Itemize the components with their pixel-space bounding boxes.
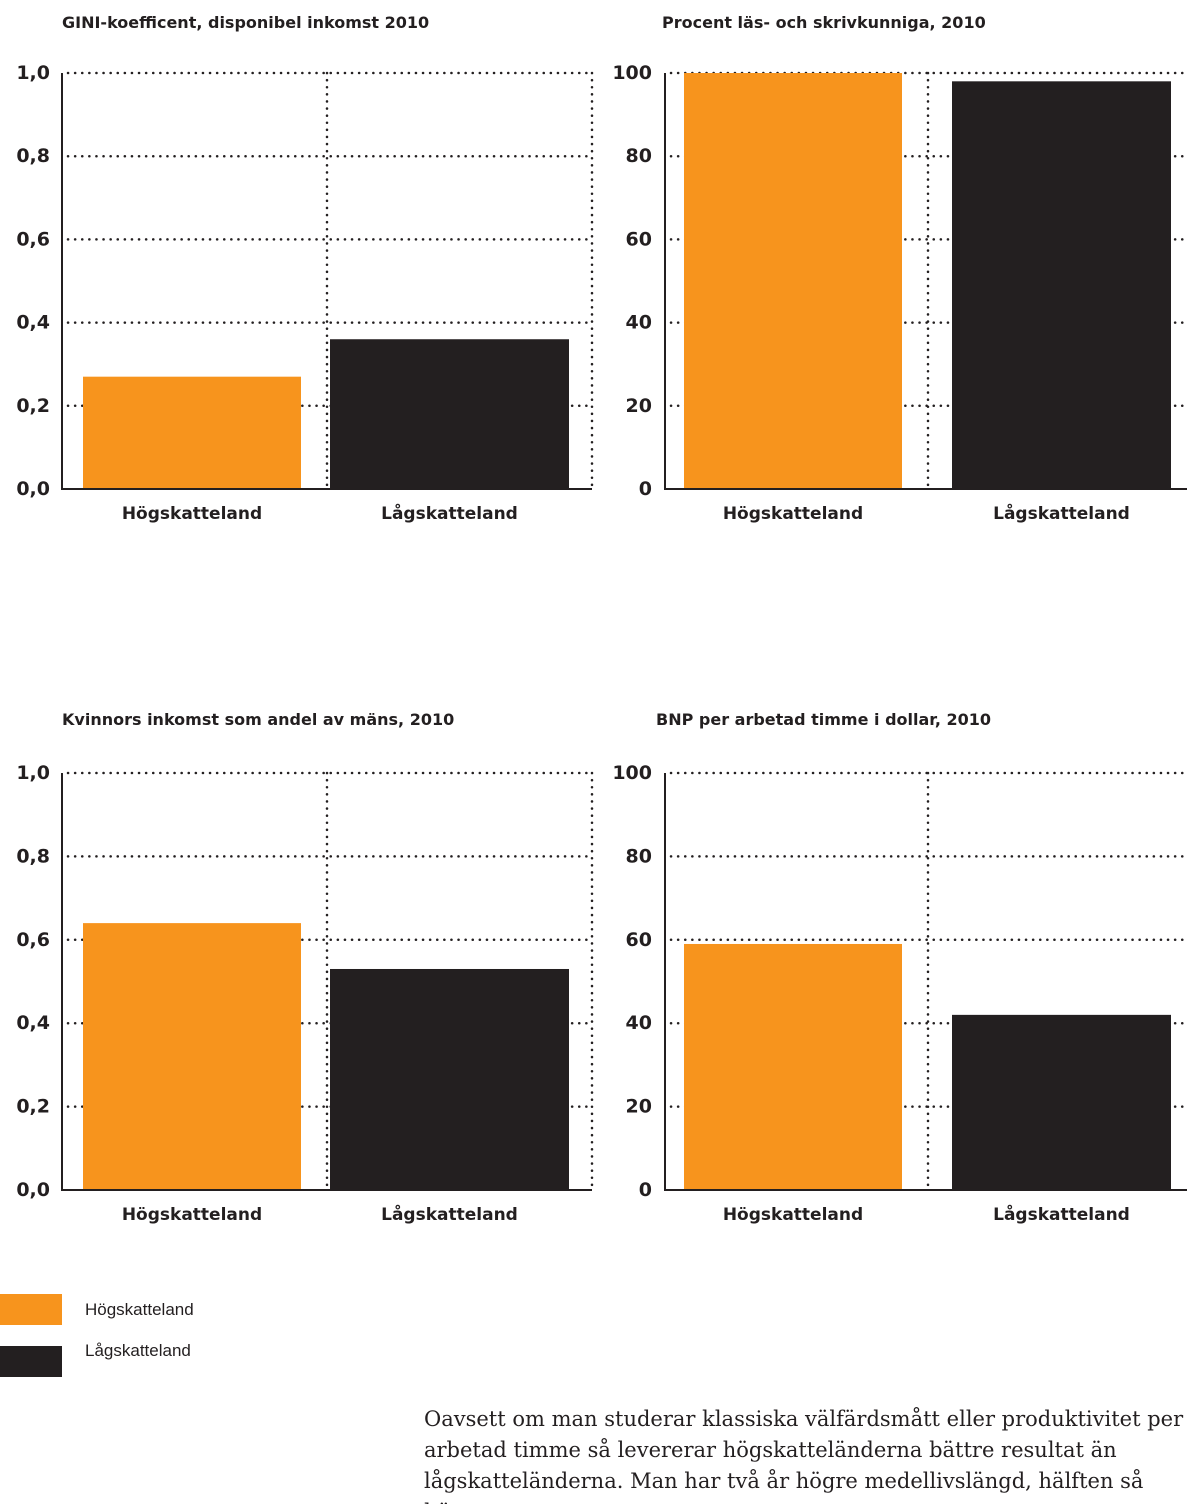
gdp-per-hour-category-label-lagskatteland: Lågskatteland bbox=[993, 1203, 1130, 1225]
womens-income-ytick-label: 1,0 bbox=[16, 762, 50, 784]
literacy-category-label-hogskatteland: Högskatteland bbox=[723, 504, 863, 524]
literacy-ytick-label: 40 bbox=[626, 312, 652, 334]
chart-title-womens-income: Kvinnors inkomst som andel av mäns, 2010 bbox=[62, 710, 455, 729]
literacy-chart: 0 20 40 60 80 100 Högskatteland Lågskatteland bbox=[612, 62, 1187, 524]
gini-bar-lagskatteland bbox=[330, 339, 569, 489]
womens-income-bar-hogskatteland bbox=[83, 923, 301, 1190]
literacy-ytick-label: 80 bbox=[626, 145, 652, 167]
gdp-per-hour-bar-hogskatteland bbox=[684, 943, 902, 1190]
gini-ytick-label: 0,4 bbox=[16, 312, 50, 334]
womens-income-ytick-label: 0,6 bbox=[16, 929, 50, 951]
gini-ytick-label: 0,6 bbox=[16, 228, 50, 250]
gini-category-label-lagskatteland: Lågskatteland bbox=[381, 502, 518, 524]
literacy-ytick-label: 60 bbox=[626, 228, 652, 250]
literacy-ytick-label: 20 bbox=[626, 395, 652, 417]
chart-title-gdp-per-hour: BNP per arbetad timme i dollar, 2010 bbox=[656, 710, 991, 729]
gdp-per-hour-ytick-label: 60 bbox=[626, 929, 652, 951]
literacy-ytick-label: 100 bbox=[612, 62, 652, 84]
womens-income-ytick-label: 0,0 bbox=[16, 1179, 50, 1201]
legend-swatch-high-tax bbox=[0, 1294, 62, 1325]
literacy-ytick-label: 0 bbox=[639, 478, 652, 500]
gini-ytick-label: 0,0 bbox=[16, 478, 50, 500]
gdp-per-hour-ytick-label: 0 bbox=[639, 1179, 652, 1201]
literacy-category-label-lagskatteland: Lågskatteland bbox=[993, 502, 1130, 524]
gini-category-label-hogskatteland: Högskatteland bbox=[122, 504, 262, 524]
womens-income-ytick-label: 0,8 bbox=[16, 845, 50, 867]
womens-income-ytick-label: 0,4 bbox=[16, 1012, 50, 1034]
gini-chart: 0,0 0,2 0,4 0,6 0,8 1,0 Högskatteland Lågskatte… bbox=[16, 62, 594, 524]
womens-income-ytick-label: 0,2 bbox=[16, 1096, 50, 1118]
gdp-per-hour-bar-lagskatteland bbox=[952, 1014, 1171, 1190]
gini-ytick-label: 0,2 bbox=[16, 395, 50, 417]
chart-title-literacy: Procent läs- och skrivkunniga, 2010 bbox=[662, 13, 986, 32]
womens-income-chart: 0,0 0,2 0,4 0,6 0,8 1,0 Högskatteland Lågskatte… bbox=[16, 762, 594, 1225]
gini-ytick-label: 1,0 bbox=[16, 62, 50, 84]
womens-income-bar-lagskatteland bbox=[330, 968, 569, 1190]
gdp-per-hour-chart: 0 20 40 60 80 100 Högskatteland Lågskatteland bbox=[612, 762, 1187, 1225]
legend-label-high-tax: Högskatteland bbox=[85, 1300, 194, 1319]
literacy-bar-lagskatteland bbox=[952, 81, 1171, 489]
legend-swatch-low-tax bbox=[0, 1346, 62, 1377]
gdp-per-hour-ytick-label: 40 bbox=[626, 1012, 652, 1034]
body-text: Oavsett om man studerar klassiska välfär… bbox=[424, 1407, 1184, 1504]
womens-income-category-label-lagskatteland: Lågskatteland bbox=[381, 1203, 518, 1225]
legend-label-low-tax: Lågskatteland bbox=[85, 1341, 191, 1360]
chart-title-gini: GINI-koefficent, disponibel inkomst 2010 bbox=[62, 13, 430, 32]
literacy-bar-hogskatteland bbox=[684, 73, 902, 489]
gdp-per-hour-ytick-label: 100 bbox=[612, 762, 652, 784]
gdp-per-hour-ytick-label: 20 bbox=[626, 1096, 652, 1118]
gdp-per-hour-ytick-label: 80 bbox=[626, 845, 652, 867]
gini-ytick-label: 0,8 bbox=[16, 145, 50, 167]
womens-income-category-label-hogskatteland: Högskatteland bbox=[122, 1205, 262, 1225]
gdp-per-hour-category-label-hogskatteland: Högskatteland bbox=[723, 1205, 863, 1225]
gini-bar-hogskatteland bbox=[83, 376, 301, 489]
